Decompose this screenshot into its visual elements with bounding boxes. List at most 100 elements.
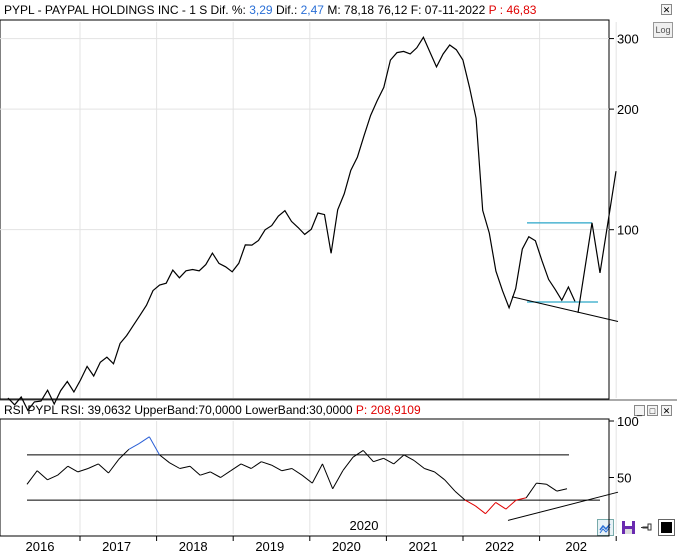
rsi-segment (434, 471, 446, 481)
y-tick-label: 100 (617, 414, 639, 429)
x-tick-label: 2016 (26, 539, 55, 554)
separator: - (178, 3, 190, 17)
rsi-segment (67, 465, 79, 473)
rsi-segment (454, 490, 466, 501)
rsi-segment (546, 483, 558, 492)
dif-label: Dif.: (275, 3, 298, 17)
y-tick-label: 50 (617, 471, 631, 486)
projection-path (577, 171, 617, 313)
rsi-segment (230, 463, 242, 472)
rsi-segment (444, 479, 456, 492)
rsi-prefix: RSI PYPL (4, 403, 58, 417)
rsi-label: RSI: (60, 403, 85, 417)
price-line (7, 36, 576, 412)
symbol-text: PYPL (4, 3, 35, 17)
rsi-segment (291, 468, 303, 476)
rsi-p-label: P: (355, 403, 368, 417)
rsi-segment (362, 450, 374, 463)
rsi-segment (189, 465, 201, 476)
support-trendline (511, 296, 619, 322)
log-scale-button[interactable]: Log (653, 22, 673, 38)
x-tick-label: 2017 (102, 539, 131, 554)
grid (0, 22, 617, 534)
rsi-segment (556, 488, 568, 492)
rsi-segment (342, 456, 354, 472)
rsi-segment (36, 470, 48, 481)
rsi-segment (301, 474, 313, 484)
rsi-segment (148, 436, 160, 456)
rsi-value: 39,0632 (87, 403, 131, 417)
x-tick-label: 202 (565, 539, 587, 554)
rsi-segment (210, 471, 221, 478)
m-value-2: 76,12 (377, 3, 408, 17)
upper-band-label: UpperBand: (134, 403, 199, 417)
y-tick-label: 300 (617, 32, 639, 47)
separator: - (34, 3, 45, 17)
rsi-segment (311, 463, 323, 484)
rsi-segment (108, 459, 120, 474)
rsi-segment (464, 499, 476, 507)
rsi-segment (271, 464, 282, 472)
rsi-segment (403, 454, 415, 462)
rsi-segment (240, 463, 252, 469)
rsi-segment (393, 454, 405, 465)
rsi-segment (159, 454, 170, 464)
save-icon[interactable] (620, 519, 637, 536)
indicator-icon[interactable] (597, 519, 614, 536)
lower-band-value: 30,0000 (309, 403, 353, 417)
rsi-segment (373, 457, 384, 463)
x-tick-label: 2018 (179, 539, 208, 554)
rsi-segment (485, 502, 497, 515)
rsi-segment (495, 501, 507, 510)
rsi-segment (77, 468, 89, 473)
rsi-segment (250, 461, 262, 469)
rsi-segment (383, 457, 395, 465)
rsi-segment (179, 465, 191, 469)
price-panel-frame (0, 19, 610, 400)
trend-drawings (507, 171, 619, 521)
m-value: 78,18 (344, 3, 375, 17)
rsi-series (26, 436, 600, 515)
x-tick-label: 2019 (255, 539, 284, 554)
color-swatch-icon[interactable] (658, 519, 675, 536)
rsi-segment (57, 465, 69, 476)
y-tick-label: 100 (617, 223, 639, 238)
f-value: 07-11-2022 (424, 3, 486, 17)
lower-band-label: LowerBand: (245, 403, 310, 417)
rsi-segment (515, 497, 527, 501)
rsi-p-value: 208,9109 (370, 403, 421, 417)
period-text: 1 S (189, 3, 208, 17)
x-tick-label: 2022 (485, 539, 514, 554)
rsi-close-button[interactable]: ✕ (661, 405, 672, 416)
price-close-button[interactable]: ✕ (661, 4, 672, 15)
x-tick-label: 2021 (409, 539, 438, 554)
cursor-date-label: 2020 (350, 518, 379, 533)
rsi-segment (169, 462, 181, 469)
rsi-segment (352, 449, 364, 458)
rsi-segment (200, 471, 211, 476)
y-tick-label: 200 (617, 102, 639, 117)
p-label: P : (488, 3, 504, 17)
price-header: PYPL - PAYPAL HOLDINGS INC - 1 S Dif. %:… (4, 3, 536, 17)
maximize-icon[interactable]: □ (647, 405, 658, 416)
company-name: PAYPAL HOLDINGS INC (44, 3, 179, 17)
rsi-segment (261, 461, 272, 466)
rsi-segment (424, 468, 435, 473)
rsi-segment (505, 499, 517, 510)
rsi-segment (322, 463, 334, 489)
x-tick-label: 2020 (332, 539, 361, 554)
dif-value: 2,47 (300, 3, 324, 17)
rsi-segment (97, 463, 109, 474)
f-label: F: (410, 3, 422, 17)
rsi-segment (332, 470, 344, 490)
rsi-segment (87, 463, 99, 469)
dif-pct-value: 3,29 (249, 3, 273, 17)
p-value: 46,83 (506, 3, 537, 17)
minimize-icon[interactable]: _ (634, 405, 645, 416)
rsi-trendline (507, 491, 619, 521)
rsi-segment (525, 482, 537, 499)
pin-icon[interactable] (639, 519, 656, 536)
upper-band-value: 70,0000 (198, 403, 242, 417)
